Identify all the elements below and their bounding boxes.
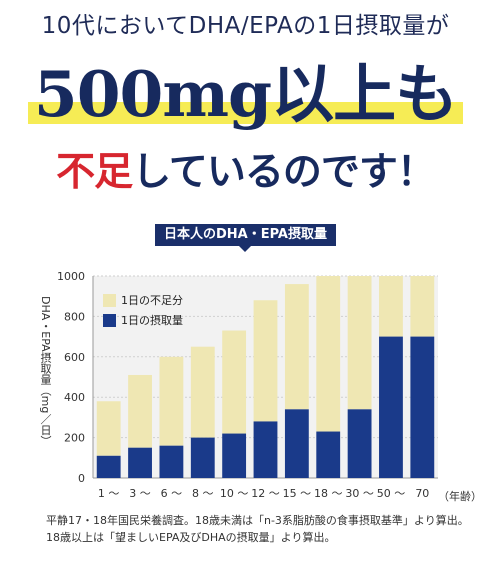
bar-intake	[96, 455, 121, 478]
x-tick-label: 3 〜	[129, 487, 151, 500]
bar-intake	[222, 433, 247, 478]
bar-intake	[347, 409, 372, 478]
bar-intake	[379, 336, 403, 478]
x-tick-label: 10 〜	[220, 487, 249, 500]
y-tick-label: 400	[64, 391, 85, 404]
bar-intake	[253, 421, 278, 478]
y-axis-label: DHA・EPA摂取量（mg／日）	[39, 296, 52, 447]
headline-line3-rest: しているのです！	[132, 150, 436, 195]
bar-intake	[128, 447, 152, 478]
bar-intake	[284, 409, 309, 478]
legend-item-intake: 1日の摂取量	[103, 310, 183, 330]
bar-intake	[159, 445, 184, 478]
bar-shortage	[190, 346, 215, 438]
footnote: 平静17・18年国民栄養調査。18歳未満は「n-3系脂肪酸の食事摂取基準」より算…	[46, 512, 469, 546]
bar-intake	[410, 336, 435, 478]
footnote-line1: 平静17・18年国民栄養調査。18歳未満は「n-3系脂肪酸の食事摂取基準」より算…	[46, 514, 469, 527]
bar-shortage	[284, 284, 309, 410]
headline-line3-red: 不足	[56, 150, 133, 195]
bar-intake	[190, 437, 215, 478]
x-tick-label: 15 〜	[283, 487, 312, 500]
x-tick-label: 30 〜	[345, 487, 374, 500]
bar-shortage	[316, 276, 341, 432]
headline-line1: 10代においてDHA/EPAの1日摂取量が	[41, 13, 450, 39]
x-tick-label: 1 〜	[98, 487, 120, 500]
bar-shortage	[347, 276, 372, 410]
legend-swatch-shortage	[103, 293, 116, 307]
x-axis-unit-label: （年齢）	[438, 490, 482, 503]
x-tick-label: 6 〜	[161, 487, 183, 500]
bar-shortage	[222, 330, 247, 434]
x-tick-label: 12 〜	[251, 487, 280, 500]
headline-line2: 500mg以上も	[27, 57, 464, 131]
headline-line2-wrap: 500mg以上も	[0, 58, 491, 130]
headline-line2-text: 500mg以上も	[33, 57, 458, 131]
x-tick-label: 70	[415, 487, 429, 500]
y-tick-label: 600	[64, 351, 85, 364]
legend-item-shortage: 1日の不足分	[103, 290, 183, 310]
bar-intake	[316, 431, 341, 478]
y-tick-label: 800	[64, 310, 85, 323]
legend-label-intake: 1日の摂取量	[121, 314, 183, 327]
chart-title: 日本人のDHA・EPA摂取量	[155, 224, 336, 252]
x-tick-label: 18 〜	[314, 487, 343, 500]
x-tick-label: 50 〜	[377, 487, 406, 500]
bar-shortage	[410, 276, 435, 337]
headline-line3: 不足しているのです！	[0, 148, 491, 198]
bar-shortage	[96, 401, 121, 456]
y-tick-label: 0	[78, 472, 85, 485]
bar-shortage	[128, 374, 152, 448]
legend-label-shortage: 1日の不足分	[121, 294, 183, 307]
bar-shortage	[253, 300, 278, 422]
x-tick-label: 8 〜	[192, 487, 214, 500]
bar-shortage	[159, 356, 184, 446]
footnote-line2: 18歳以上は「望ましいEPA及びDHAの摂取量」より算出。	[46, 531, 336, 544]
legend-swatch-intake	[103, 313, 116, 327]
y-tick-label: 200	[64, 432, 85, 445]
y-tick-label: 1000	[57, 270, 85, 283]
chart-legend: 1日の不足分 1日の摂取量	[103, 290, 183, 330]
bar-shortage	[379, 276, 403, 337]
